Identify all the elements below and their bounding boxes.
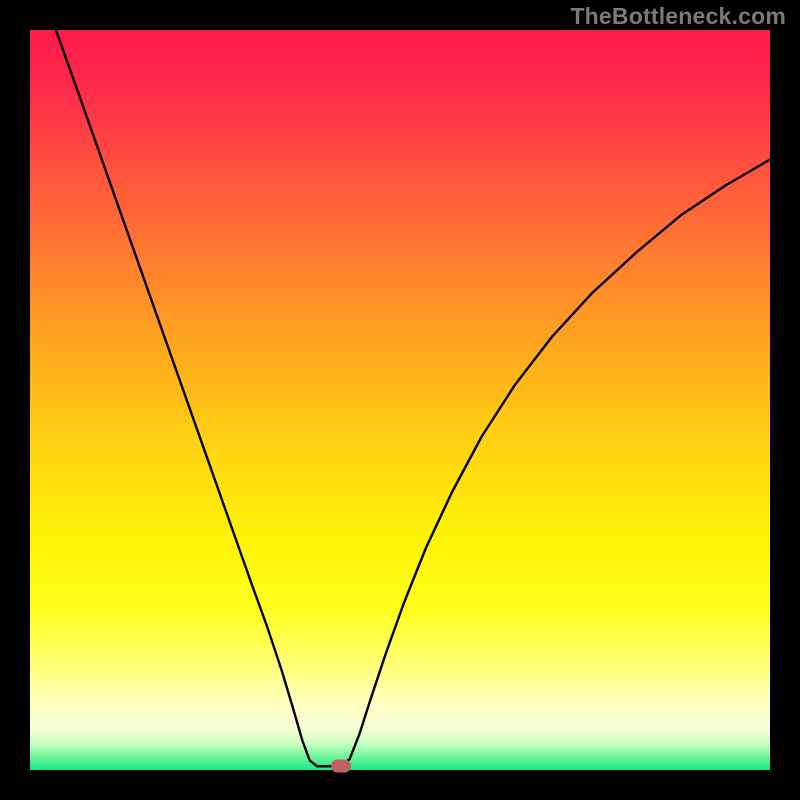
chart-frame: TheBottleneck.com <box>0 0 800 800</box>
plot-area <box>30 30 770 770</box>
bottleneck-curve <box>30 30 770 770</box>
optimum-marker <box>331 759 351 772</box>
curve-path <box>56 30 770 766</box>
watermark-text: TheBottleneck.com <box>570 3 786 30</box>
